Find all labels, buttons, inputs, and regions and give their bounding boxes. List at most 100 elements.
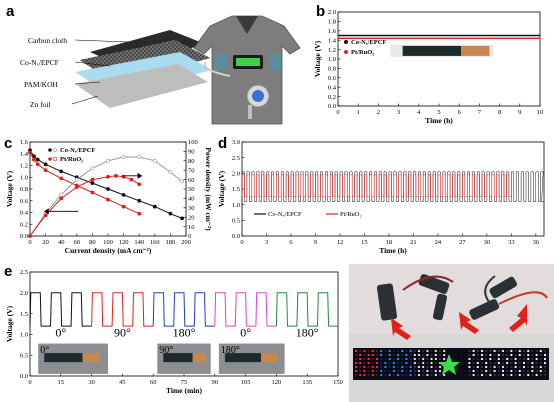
y-tick-label: 2.5 [20,269,28,276]
led-dot [476,353,479,357]
led-dot [380,349,383,353]
led-dot [543,373,547,377]
led-dot [363,357,366,361]
led-dot [480,361,484,365]
led-dot [518,365,521,369]
led-dot [367,365,370,369]
led-dot [485,353,488,357]
led-dot [396,353,400,357]
led-dot [396,361,400,365]
led-dot [506,373,509,377]
led-dot [409,373,412,377]
y-tick-label: 1.8 [328,19,336,26]
layer-label-zn-foil: Zn foil [30,100,51,109]
led-dot [384,373,387,377]
led-dot [518,357,521,361]
led-dot [430,349,433,353]
led-dot [510,353,513,357]
series-point-0 [137,198,142,203]
x-tick-label: 140 [134,239,144,246]
led-dot [367,353,370,357]
led-dot [392,365,395,369]
led-dot [392,353,395,357]
led-dot [371,369,374,373]
led-dot [535,361,538,365]
led-dot [514,369,517,373]
led-dot [422,373,425,377]
led-dot [422,349,425,353]
led-dot [443,373,446,377]
led-dot [384,369,387,373]
led-dot [493,365,496,369]
led-dot [527,373,530,377]
x-tick-label: 75 [181,379,188,386]
led-dot [405,349,408,353]
x-tick-label: 7 [478,109,482,116]
led-dot [472,349,475,353]
led-dot [510,357,513,361]
led-dot [485,357,488,361]
led-dot [434,361,437,365]
led-dot [468,373,471,377]
led-dot [527,357,530,361]
led-dot [409,361,412,365]
y-tick-label: 0.0 [328,103,336,110]
panel-e-chart: 0 15 30 45 60 75 90 105 120 135 150 0.0 0.5 1.0 1.5 2.0… [5,269,343,395]
x-tick-label: 4 [417,109,421,116]
y-tick-label: 2.0 [232,171,240,178]
led-dot [363,369,366,373]
led-dot [388,357,391,361]
led-dot [489,365,492,369]
x-tick-label: 150 [333,379,343,386]
led-dot [438,357,442,361]
series-point-2 [137,155,142,159]
led-dot [375,369,379,373]
y-tick-label: 2.0 [20,290,28,297]
y-tick-label: 1.0 [232,202,240,209]
led-dot [363,365,366,369]
led-dot [510,361,513,365]
y-tick-label: 1.0 [20,174,28,181]
led-dot [417,357,421,361]
segment-angle-label-1: 90° [114,325,131,339]
x-tick-label: 36 [533,239,540,246]
led-dot [543,369,547,373]
x-tick-label: 40 [58,239,65,246]
led-dot [514,357,517,361]
led-dot [464,361,467,365]
arrow-head-left [44,208,49,215]
series-line-3 [29,175,140,237]
legend-label-pt-ruo2: Pt/RuO₂ [340,211,362,218]
led-dot [455,373,458,377]
led-dot [506,353,509,357]
led-dot [459,357,463,361]
led-dot [438,349,442,353]
inset-battery-0 [44,353,83,363]
segment-angle-label-0: 0° [55,325,66,339]
led-dot [405,373,408,377]
led-dot [371,349,374,353]
led-dot [506,365,509,369]
led-dot [354,373,358,377]
series-line-1 [29,152,140,215]
led-dot [422,353,425,357]
panel-label-b: b [316,3,326,20]
x-tick-label: 0 [28,239,31,246]
led-dot [543,349,547,353]
led-dot [413,357,416,361]
y-tick-label: 0.4 [20,210,29,217]
led-dot [476,365,479,369]
led-dot [363,361,366,365]
led-dot [413,373,416,377]
led-dot [380,357,383,361]
led-dot [476,357,479,361]
led-dot [375,353,379,357]
series-point-2 [90,166,95,171]
x-tick-label: 80 [89,239,96,246]
led-dot [455,357,458,361]
y-axis-label: Voltage (V) [313,40,322,77]
series-point-1 [90,190,95,195]
led-dot [455,365,458,369]
led-dot [514,361,517,365]
led-dot [363,353,366,357]
